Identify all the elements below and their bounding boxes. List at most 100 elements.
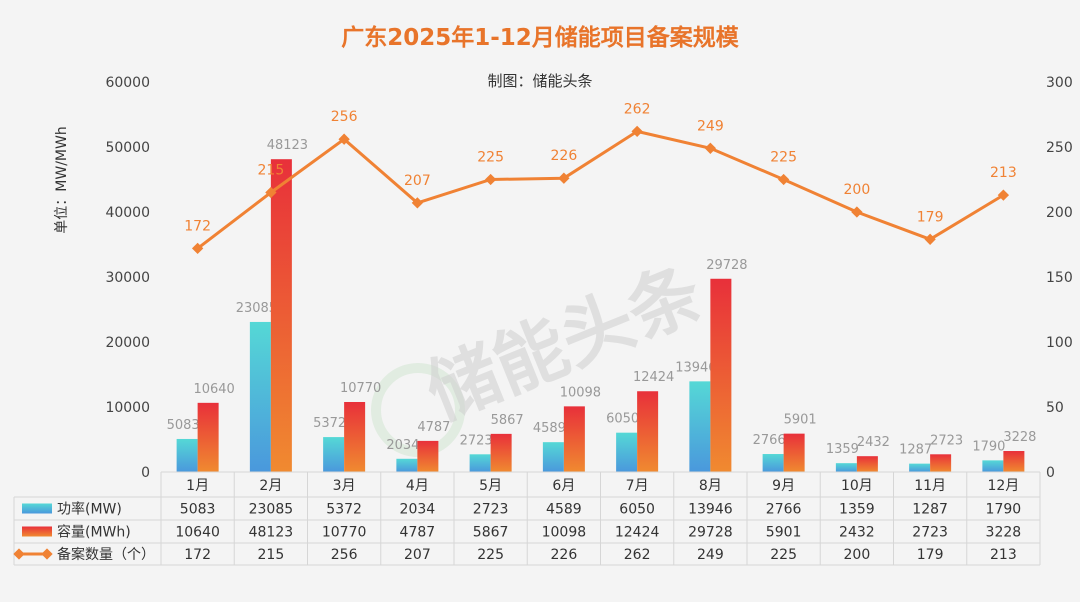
line-count-label: 179 bbox=[917, 209, 944, 225]
bar-power-label: 1287 bbox=[899, 443, 932, 458]
table-cell: 179 bbox=[917, 547, 944, 563]
y2-tick-label: 100 bbox=[1046, 335, 1073, 351]
x-tick-label: 10月 bbox=[841, 478, 873, 494]
table-cell: 29728 bbox=[688, 525, 733, 541]
y2-tick-label: 250 bbox=[1046, 140, 1073, 156]
x-tick-label: 6月 bbox=[552, 478, 575, 494]
bar-power bbox=[323, 437, 345, 472]
table-cell: 23085 bbox=[249, 502, 294, 518]
line-count-label: 215 bbox=[258, 163, 285, 179]
bar-capacity bbox=[417, 440, 439, 472]
bar-capacity bbox=[490, 433, 512, 472]
bar-capacity-label: 10770 bbox=[340, 381, 381, 396]
bar-capacity bbox=[856, 456, 878, 472]
y-tick-label: 50000 bbox=[105, 140, 150, 156]
table-cell: 1359 bbox=[839, 502, 875, 518]
table-cell: 10770 bbox=[322, 525, 367, 541]
bar-power bbox=[762, 454, 784, 472]
bar-capacity bbox=[637, 391, 659, 472]
bar-capacity bbox=[344, 401, 366, 472]
bar-capacity bbox=[563, 406, 585, 472]
legend-capacity-icon bbox=[22, 526, 52, 537]
line-count-point bbox=[265, 186, 277, 199]
table-cell: 226 bbox=[551, 547, 578, 563]
line-count-label: 225 bbox=[477, 150, 504, 166]
table-cell: 5372 bbox=[326, 502, 362, 518]
y2-tick-label: 150 bbox=[1046, 270, 1073, 286]
bar-power-label: 2034 bbox=[386, 438, 419, 453]
table-cell: 10098 bbox=[542, 525, 587, 541]
x-tick-label: 7月 bbox=[626, 478, 649, 494]
table-cell: 2723 bbox=[473, 502, 509, 518]
bar-power-label: 1359 bbox=[826, 442, 859, 457]
table-cell: 2034 bbox=[400, 502, 436, 518]
x-tick-label: 2月 bbox=[259, 478, 282, 494]
legend-label: 功率(MW) bbox=[57, 501, 122, 518]
table-cell: 5901 bbox=[766, 525, 802, 541]
bar-capacity-label: 4787 bbox=[417, 420, 450, 435]
bar-capacity-label: 2432 bbox=[857, 435, 890, 450]
bar-capacity bbox=[197, 402, 219, 472]
table-cell: 225 bbox=[770, 547, 797, 563]
line-count-label: 249 bbox=[697, 118, 724, 134]
y-tick-label: 40000 bbox=[105, 205, 150, 221]
legend-count-marker-icon bbox=[41, 548, 53, 560]
line-count-label: 207 bbox=[404, 173, 431, 189]
table-cell: 172 bbox=[184, 547, 211, 563]
bar-capacity-label: 3228 bbox=[1003, 430, 1036, 445]
line-count-point bbox=[484, 173, 497, 186]
bar-capacity-label: 12424 bbox=[633, 370, 674, 385]
bar-power-label: 5372 bbox=[313, 416, 346, 431]
bar-power bbox=[176, 438, 198, 472]
bar-power-label: 2766 bbox=[753, 433, 786, 448]
x-tick-label: 4月 bbox=[406, 478, 429, 494]
bar-capacity bbox=[930, 454, 952, 472]
line-count bbox=[196, 129, 1005, 250]
table-cell: 6050 bbox=[619, 502, 655, 518]
table-cell: 225 bbox=[477, 547, 504, 563]
table-cell: 13946 bbox=[688, 502, 733, 518]
x-tick-label: 11月 bbox=[914, 478, 946, 494]
bar-power-label: 1790 bbox=[972, 439, 1005, 454]
bar-capacity bbox=[1003, 451, 1025, 472]
bar-power-label: 4589 bbox=[533, 421, 566, 436]
bar-capacity bbox=[270, 159, 292, 472]
bar-capacity-label: 10640 bbox=[193, 382, 234, 397]
x-tick-label: 12月 bbox=[987, 478, 1019, 494]
bar-power-label: 23085 bbox=[236, 301, 277, 316]
x-tick-label: 9月 bbox=[772, 478, 795, 494]
bar-capacity-label: 5901 bbox=[784, 413, 817, 428]
table-cell: 207 bbox=[404, 547, 431, 563]
table-cell: 213 bbox=[990, 547, 1017, 563]
bar-power-label: 13946 bbox=[675, 360, 716, 375]
bar-power bbox=[982, 460, 1004, 472]
line-count-point bbox=[704, 142, 717, 154]
table-cell: 2432 bbox=[839, 525, 875, 541]
y-tick-label: 10000 bbox=[105, 400, 150, 416]
line-count-point bbox=[191, 242, 204, 255]
line-count-label: 256 bbox=[331, 109, 358, 125]
table-cell: 2766 bbox=[766, 502, 802, 518]
legend-count-marker-icon bbox=[13, 548, 25, 560]
line-count-point bbox=[997, 189, 1010, 201]
bar-power bbox=[469, 454, 491, 472]
table-cell: 200 bbox=[844, 547, 871, 563]
line-count-label: 213 bbox=[990, 165, 1017, 181]
table-cell: 5083 bbox=[180, 502, 216, 518]
y-tick-label: 0 bbox=[141, 465, 150, 481]
table-cell: 12424 bbox=[615, 525, 660, 541]
chart-title: 广东2025年1-12月储能项目备案规模 bbox=[341, 24, 740, 51]
table-cell: 2723 bbox=[912, 525, 948, 541]
table-cell: 1790 bbox=[986, 502, 1022, 518]
line-count-label: 225 bbox=[770, 150, 797, 166]
x-tick-label: 3月 bbox=[333, 478, 356, 494]
x-tick-label: 1月 bbox=[186, 478, 209, 494]
line-count-point bbox=[777, 173, 790, 186]
table-cell: 4787 bbox=[400, 525, 436, 541]
y2-tick-label: 0 bbox=[1046, 465, 1055, 481]
line-count-point bbox=[411, 197, 424, 209]
line-count-label: 172 bbox=[184, 218, 211, 234]
bar-power bbox=[689, 381, 711, 472]
bar-power bbox=[396, 458, 418, 472]
line-count-point bbox=[851, 206, 863, 218]
